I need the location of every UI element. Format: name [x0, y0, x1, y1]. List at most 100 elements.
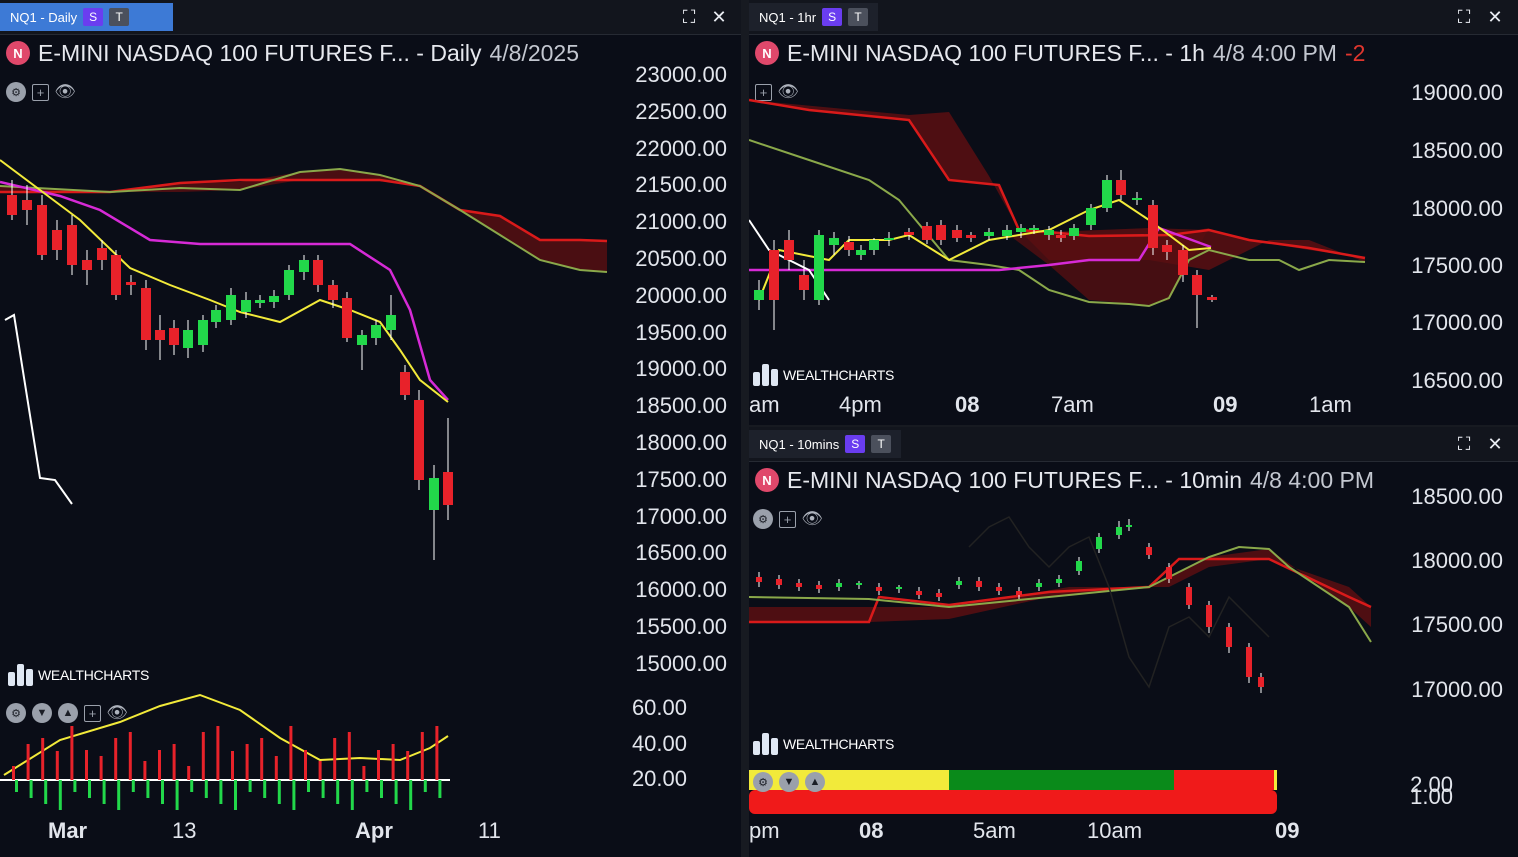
- histogram-bar: [377, 750, 380, 780]
- candle-body: [1002, 230, 1012, 236]
- daily-time-axis[interactable]: Mar 13 Apr 11: [0, 818, 615, 848]
- candle-body: [836, 583, 842, 587]
- histogram-bar: [219, 780, 223, 804]
- histogram-bar: [304, 750, 307, 780]
- eye-icon[interactable]: 👁: [54, 82, 76, 101]
- price-axis-label: 18000.00: [1411, 196, 1503, 221]
- candle-body: [956, 581, 962, 585]
- study-badge-icon[interactable]: S: [83, 8, 104, 26]
- price-axis-label: 21500.00: [635, 172, 727, 198]
- hourly-time-axis[interactable]: am 4pm 08 7am 09 1am: [749, 392, 1393, 422]
- study-badge-icon[interactable]: S: [845, 435, 866, 453]
- histogram-bar: [99, 756, 103, 780]
- candle-body: [869, 240, 879, 250]
- histogram-bar: [231, 751, 234, 780]
- histogram-bar: [190, 780, 194, 792]
- candle-body: [1029, 228, 1039, 230]
- time-axis-label: 09: [1275, 818, 1300, 843]
- daily-price-axis[interactable]: 23000.00 22500.00 22000.00 21500.00 21000.00…: [615, 60, 727, 680]
- close-icon[interactable]: ✕: [1487, 7, 1503, 27]
- maximize-icon[interactable]: ⛶: [1457, 7, 1471, 27]
- daily-candles: [7, 180, 453, 560]
- histogram-bar: [88, 780, 91, 798]
- add-icon[interactable]: +: [32, 83, 49, 101]
- histogram-bar: [146, 780, 150, 798]
- settings-icon[interactable]: ⚙: [753, 772, 773, 792]
- time-axis-label: 5am: [973, 818, 1016, 843]
- template-badge-icon[interactable]: T: [848, 8, 869, 26]
- maximize-icon[interactable]: ⛶: [682, 7, 696, 27]
- tenmin-chart-panel[interactable]: NQ1 - 10mins S T ⛶ ✕ N E-MINI NASDAQ 100…: [749, 427, 1518, 857]
- tenmin-price-axis[interactable]: 18500.00 18000.00 17500.00 17000.00: [1393, 482, 1503, 772]
- senkou-a-line: [749, 139, 1366, 308]
- candle-body: [769, 250, 779, 300]
- histogram-bar: [347, 732, 351, 780]
- move-up-icon[interactable]: ▲: [58, 703, 78, 723]
- daily-price-chart[interactable]: [0, 60, 615, 700]
- price-axis-label: 19000.00: [635, 356, 727, 382]
- tenmin-time-axis[interactable]: pm 08 5am 10am 09: [749, 818, 1393, 848]
- tenmin-sub-axis[interactable]: 2.00 1.00: [1393, 772, 1453, 822]
- candle-body: [1148, 205, 1158, 248]
- histogram-bar: [201, 732, 205, 780]
- add-icon[interactable]: +: [84, 704, 101, 722]
- candle-body: [1096, 537, 1102, 549]
- candle-body: [169, 328, 179, 345]
- hourly-chart-panel[interactable]: NQ1 - 1hr S T ⛶ ✕ N E-MINI NASDAQ 100 FU…: [749, 0, 1518, 425]
- hourly-tab[interactable]: NQ1 - 1hr S T: [749, 3, 879, 31]
- histogram-bar: [292, 780, 296, 810]
- eye-icon[interactable]: 👁: [801, 509, 823, 528]
- eye-icon[interactable]: 👁: [777, 82, 799, 101]
- hourly-panel-header: NQ1 - 1hr S T ⛶ ✕: [749, 0, 1518, 35]
- histogram-bar: [260, 738, 264, 780]
- hourly-price-chart[interactable]: [749, 60, 1393, 390]
- add-icon[interactable]: +: [755, 83, 772, 101]
- histogram-bar: [70, 726, 74, 780]
- candle-body: [255, 300, 265, 303]
- candle-body: [776, 579, 782, 585]
- settings-icon[interactable]: ⚙: [6, 703, 26, 723]
- candle-body: [896, 587, 902, 589]
- candle-body: [1102, 180, 1112, 208]
- candle-body: [796, 583, 802, 587]
- close-icon[interactable]: ✕: [711, 7, 727, 27]
- price-axis-label: 16000.00: [635, 577, 727, 603]
- candle-body: [996, 587, 1002, 591]
- histogram-bar: [161, 780, 164, 804]
- hourly-price-axis[interactable]: 19000.00 18500.00 18000.00 17500.00 17000.00…: [1393, 60, 1503, 400]
- move-down-icon[interactable]: ▼: [779, 772, 799, 792]
- tenmin-tab[interactable]: NQ1 - 10mins S T: [749, 430, 902, 458]
- histogram-bar: [277, 780, 281, 804]
- candle-body: [1258, 677, 1264, 687]
- symbol-icon: N: [755, 41, 779, 65]
- histogram-bar: [128, 732, 132, 780]
- candle-body: [904, 232, 914, 235]
- candle-body: [952, 230, 962, 238]
- hourly-chart-tools: + 👁: [755, 82, 799, 102]
- histogram-bar: [15, 780, 18, 792]
- tenmin-price-chart[interactable]: [749, 487, 1393, 757]
- add-icon[interactable]: +: [779, 510, 796, 528]
- close-icon[interactable]: ✕: [1487, 434, 1503, 454]
- move-up-icon[interactable]: ▲: [805, 772, 825, 792]
- candle-body: [756, 577, 762, 582]
- histogram-bar: [307, 780, 310, 792]
- histogram-bar: [41, 738, 45, 780]
- daily-sub-chart[interactable]: [0, 693, 615, 816]
- daily-chart-panel[interactable]: NQ1 - Daily S T ⛶ ✕ N E-MINI NASDAQ 100 …: [0, 0, 741, 857]
- settings-icon[interactable]: ⚙: [753, 509, 773, 529]
- price-axis-label: 23000.00: [635, 62, 727, 87]
- maximize-icon[interactable]: ⛶: [1457, 434, 1471, 454]
- template-badge-icon[interactable]: T: [109, 8, 130, 26]
- settings-icon[interactable]: ⚙: [6, 82, 26, 102]
- histogram-bar: [336, 780, 340, 804]
- template-badge-icon[interactable]: T: [871, 435, 892, 453]
- eye-icon[interactable]: 👁: [106, 703, 128, 722]
- daily-sub-axis[interactable]: 60.00 40.00 20.00: [615, 695, 687, 795]
- candle-body: [1126, 525, 1132, 527]
- daily-tab[interactable]: NQ1 - Daily S T: [0, 3, 173, 31]
- move-down-icon[interactable]: ▼: [32, 703, 52, 723]
- kumo-cloud: [749, 549, 1371, 627]
- study-badge-icon[interactable]: S: [822, 8, 843, 26]
- tenmin-sub-chart[interactable]: [749, 762, 1393, 814]
